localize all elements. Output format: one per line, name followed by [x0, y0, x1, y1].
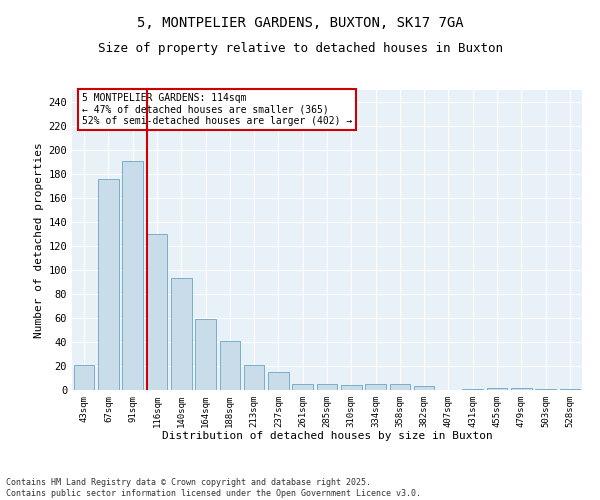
Bar — [317, 384, 337, 390]
X-axis label: Distribution of detached houses by size in Buxton: Distribution of detached houses by size … — [161, 432, 493, 442]
Bar — [268, 372, 289, 390]
Y-axis label: Number of detached properties: Number of detached properties — [34, 142, 44, 338]
Bar — [244, 365, 265, 390]
Bar — [365, 384, 386, 390]
Bar — [122, 161, 143, 390]
Text: 5 MONTPELIER GARDENS: 114sqm
← 47% of detached houses are smaller (365)
52% of s: 5 MONTPELIER GARDENS: 114sqm ← 47% of de… — [82, 93, 352, 126]
Bar — [463, 389, 483, 390]
Text: Size of property relative to detached houses in Buxton: Size of property relative to detached ho… — [97, 42, 503, 55]
Bar — [171, 278, 191, 390]
Bar — [535, 389, 556, 390]
Bar — [220, 341, 240, 390]
Text: 5, MONTPELIER GARDENS, BUXTON, SK17 7GA: 5, MONTPELIER GARDENS, BUXTON, SK17 7GA — [137, 16, 463, 30]
Bar — [560, 389, 580, 390]
Bar — [98, 179, 119, 390]
Bar — [74, 365, 94, 390]
Bar — [146, 234, 167, 390]
Bar — [389, 384, 410, 390]
Bar — [487, 388, 508, 390]
Bar — [195, 319, 216, 390]
Bar — [341, 385, 362, 390]
Bar — [414, 386, 434, 390]
Bar — [292, 384, 313, 390]
Text: Contains HM Land Registry data © Crown copyright and database right 2025.
Contai: Contains HM Land Registry data © Crown c… — [6, 478, 421, 498]
Bar — [511, 388, 532, 390]
